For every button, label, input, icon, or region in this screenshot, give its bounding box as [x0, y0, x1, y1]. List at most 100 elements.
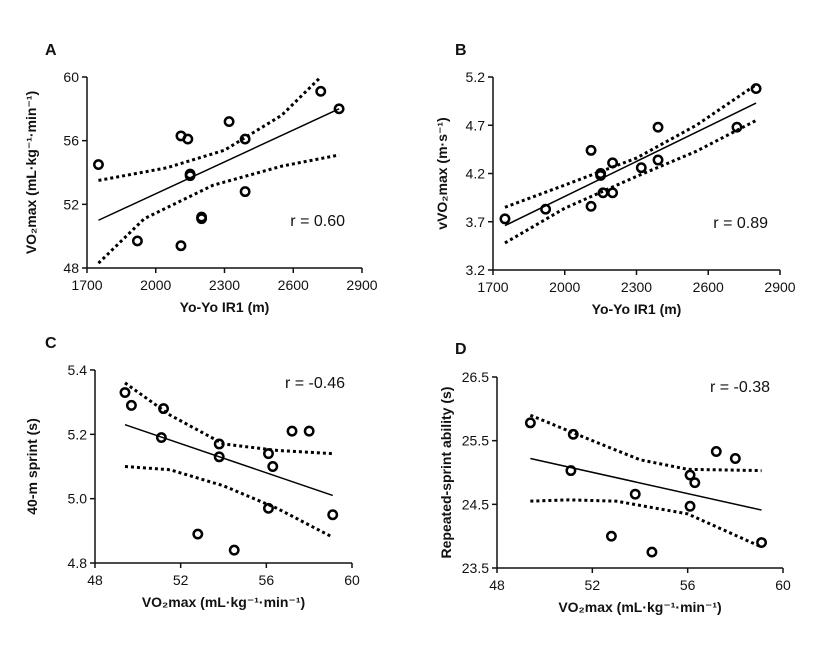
- data-point: [315, 85, 327, 97]
- data-point: [327, 509, 339, 521]
- y-tick-label: 48: [63, 260, 79, 276]
- y-tick-label: 5.4: [68, 362, 88, 378]
- x-tick-label: 1700: [477, 279, 508, 295]
- data-point: [303, 425, 315, 437]
- panel-label: D: [455, 341, 467, 358]
- x-axis-label: VO₂max (mL·kg⁻¹·min⁻¹): [558, 599, 721, 615]
- x-tick-label: 56: [680, 577, 696, 593]
- x-tick-label: 48: [87, 572, 103, 588]
- data-point: [175, 240, 187, 252]
- x-tick-label: 60: [775, 577, 791, 593]
- annotation: r = -0.46: [285, 375, 345, 392]
- data-point: [228, 544, 240, 556]
- x-tick-label: 2600: [278, 277, 309, 293]
- data-point: [756, 537, 767, 548]
- data-point: [131, 235, 143, 247]
- y-tick-label: 56: [63, 133, 79, 149]
- data-point: [213, 451, 225, 463]
- data-point: [607, 187, 619, 199]
- data-point: [524, 417, 536, 429]
- y-tick-label: 3.7: [466, 214, 486, 230]
- x-tick-label: 2600: [693, 279, 724, 295]
- data-point: [125, 399, 137, 411]
- y-axis-label: 40-m sprint (s): [24, 418, 40, 514]
- regression-line: [530, 457, 762, 511]
- y-axis-label: VO₂max (mL·kg⁻¹·min⁻¹): [23, 91, 39, 254]
- data-point: [182, 133, 194, 145]
- data-point: [595, 169, 607, 181]
- x-tick-label: 52: [173, 572, 189, 588]
- y-tick-label: 5.2: [466, 69, 486, 85]
- regression-line: [98, 108, 340, 221]
- x-tick-label: 56: [259, 572, 275, 588]
- data-point: [192, 528, 204, 540]
- annotation: r = -0.38: [710, 379, 770, 396]
- data-point: [585, 144, 597, 156]
- y-tick-label: 4.8: [68, 555, 88, 571]
- panel-label: B: [455, 42, 467, 59]
- confidence-band-lower: [504, 119, 757, 245]
- data-point: [750, 83, 762, 95]
- y-tick-label: 52: [63, 196, 79, 212]
- data-point: [567, 428, 579, 440]
- data-point: [684, 469, 696, 481]
- x-tick-label: 48: [489, 577, 505, 593]
- confidence-band-upper: [124, 381, 333, 456]
- y-tick-label: 5.2: [68, 426, 88, 442]
- data-point: [729, 453, 741, 464]
- data-point: [158, 403, 169, 415]
- data-point: [196, 213, 208, 225]
- data-point: [635, 162, 647, 174]
- panel-label: C: [45, 335, 57, 352]
- data-point: [263, 448, 274, 460]
- data-point: [646, 546, 658, 558]
- y-tick-label: 4.2: [466, 166, 486, 182]
- annotation: r = 0.60: [290, 213, 345, 230]
- x-axis-label: Yo-Yo IR1 (m): [180, 299, 270, 315]
- data-point: [93, 159, 104, 170]
- y-tick-label: 4.7: [466, 117, 486, 133]
- x-axis-label: Yo-Yo IR1 (m): [592, 301, 682, 317]
- x-tick-label: 2000: [140, 277, 171, 293]
- data-point: [629, 488, 641, 500]
- annotation: r = 0.89: [713, 215, 768, 232]
- y-tick-label: 60: [63, 69, 79, 85]
- y-tick-label: 23.5: [462, 560, 489, 576]
- y-tick-label: 26.5: [462, 369, 489, 385]
- panel-label: A: [45, 42, 57, 59]
- data-point: [184, 170, 196, 182]
- x-tick-label: 2300: [621, 279, 652, 295]
- confidence-band-upper: [529, 413, 762, 473]
- x-tick-label: 2300: [209, 277, 240, 293]
- data-point: [119, 387, 131, 398]
- x-tick-label: 60: [344, 572, 360, 588]
- data-point: [684, 500, 696, 512]
- data-point: [499, 213, 511, 225]
- data-point: [605, 530, 617, 542]
- y-tick-label: 25.5: [462, 433, 489, 449]
- x-tick-label: 2900: [346, 277, 377, 293]
- data-point: [540, 203, 552, 215]
- y-tick-label: 3.2: [466, 262, 486, 278]
- data-point: [731, 121, 743, 133]
- x-tick-label: 2000: [549, 279, 580, 295]
- data-point: [213, 438, 225, 450]
- data-point: [333, 103, 345, 115]
- regression-line: [124, 423, 333, 497]
- data-point: [565, 465, 577, 477]
- confidence-band-lower: [530, 498, 763, 549]
- y-axis-label: vVO₂max (m·s⁻¹): [434, 117, 450, 229]
- data-point: [239, 186, 251, 198]
- y-tick-label: 5.0: [68, 491, 88, 507]
- data-point: [652, 121, 664, 133]
- data-point: [263, 502, 274, 514]
- y-tick-label: 24.5: [462, 496, 489, 512]
- data-point: [652, 154, 664, 166]
- data-point: [607, 157, 619, 169]
- confidence-band-lower: [97, 153, 340, 265]
- data-point: [155, 432, 167, 443]
- x-axis-label: VO₂max (mL·kg⁻¹·min⁻¹): [142, 594, 305, 610]
- data-point: [223, 116, 235, 128]
- y-axis-label: Repeated-sprint ability (s): [438, 387, 454, 559]
